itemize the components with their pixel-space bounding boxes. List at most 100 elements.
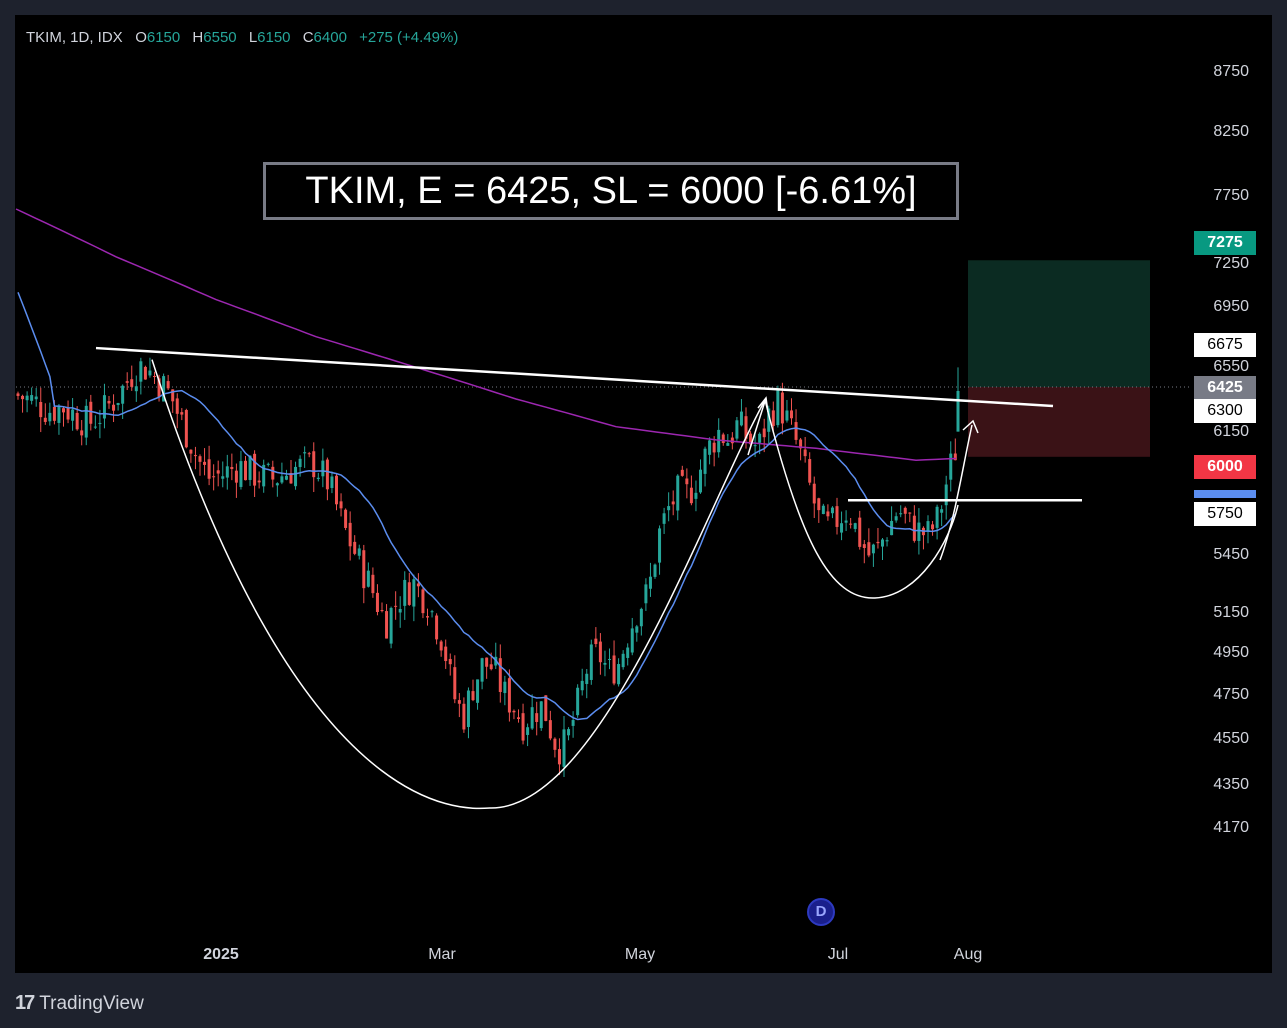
y-tick-label: 4350 (1213, 775, 1249, 793)
candle-body (307, 453, 311, 455)
candle-body (771, 410, 775, 426)
candle-body (66, 407, 70, 420)
tradingview-branding[interactable]: 17 TradingView (15, 992, 144, 1015)
candle-body (84, 405, 88, 438)
candle-body (530, 707, 534, 729)
candle-body (335, 475, 338, 505)
candle-body (840, 523, 844, 533)
candle-body (16, 393, 20, 396)
candle-body (239, 461, 243, 487)
candle-body (344, 509, 348, 528)
low-label: L (248, 29, 258, 46)
candle-body (139, 361, 143, 382)
candle-body (303, 452, 307, 454)
symbol-label[interactable]: TKIM, 1D, IDX (26, 29, 123, 46)
candle-body (758, 433, 762, 443)
candle-body (234, 470, 238, 483)
candle-body (125, 381, 129, 383)
candle-body (184, 410, 188, 448)
target-zone[interactable] (968, 260, 1150, 387)
candle-body (726, 443, 730, 446)
candle-body (817, 498, 821, 511)
cup-curve[interactable] (151, 359, 766, 810)
trade-annotation-box[interactable]: TKIM, E = 6425, SL = 6000 [-6.61%] (263, 162, 959, 220)
candle-body (166, 381, 170, 389)
candle-body (280, 476, 284, 483)
candle-body (598, 641, 602, 663)
candle-body (366, 570, 370, 587)
cup-arrow-shaft[interactable] (747, 397, 767, 456)
candle-body (717, 429, 721, 453)
candle-body (685, 478, 689, 485)
candle-body (389, 607, 393, 644)
candle-body (658, 528, 662, 563)
resistance-price-tag: 6675 (1194, 333, 1256, 357)
candle-body (148, 370, 152, 376)
candle-body (621, 653, 625, 668)
candle-body (694, 492, 698, 499)
candle-body (580, 680, 584, 691)
candle-body (312, 451, 316, 478)
candle-body (225, 466, 229, 478)
candle-body (885, 540, 889, 542)
candle-body (821, 505, 825, 515)
y-tick-label: 6550 (1213, 358, 1249, 376)
candle-body (330, 476, 334, 488)
candle-body (576, 687, 580, 716)
candle-body (612, 655, 616, 684)
candle-body (244, 460, 247, 481)
stop-loss-zone[interactable] (968, 387, 1150, 457)
candle-body (507, 678, 511, 713)
candle-body (485, 657, 489, 667)
candle-body (71, 409, 75, 421)
candle-body (435, 615, 439, 640)
candle-body (462, 703, 466, 730)
candle-body (680, 469, 684, 476)
candle-body (667, 506, 671, 511)
candle-body (198, 456, 202, 462)
breakout-arrow-head[interactable] (962, 419, 979, 434)
dividend-event-icon[interactable]: D (807, 898, 835, 926)
candle-body (776, 390, 780, 426)
candle-body (917, 522, 921, 541)
candle-body (121, 385, 125, 404)
x-tick-label: Jul (827, 946, 849, 963)
last-price-tag: 6300 (1194, 399, 1256, 423)
candle-body (98, 422, 102, 424)
y-tick-label: 8250 (1213, 122, 1249, 140)
candle-body (953, 453, 957, 461)
y-tick-label: 4170 (1213, 818, 1249, 836)
candle-body (466, 690, 470, 728)
resistance-trendline[interactable] (95, 346, 1054, 408)
last-candle-body (956, 390, 960, 432)
candle-body (385, 611, 389, 639)
y-tick-label: 6950 (1213, 297, 1249, 315)
candle-body (585, 673, 589, 684)
candle-body (594, 638, 598, 645)
candle-body (644, 584, 648, 604)
candle-body (899, 513, 903, 515)
handle-curve[interactable] (764, 399, 959, 599)
candle-body (43, 417, 47, 422)
candle-body (553, 738, 557, 750)
candle-body (762, 428, 766, 438)
candle-body (21, 395, 25, 400)
candle-body (617, 664, 621, 685)
candle-body (699, 469, 702, 493)
candle-body (75, 412, 79, 430)
chart-area[interactable] (15, 15, 1272, 973)
cup-arrow-head[interactable] (757, 396, 769, 413)
candle-body (653, 564, 657, 577)
candle-body (589, 644, 593, 680)
candle-body (862, 544, 866, 549)
candle-body (253, 453, 257, 486)
candle-body (803, 449, 807, 457)
candle-body (48, 412, 52, 422)
candle-body (453, 667, 457, 700)
candle-body (421, 589, 425, 614)
y-tick-label: 5150 (1213, 603, 1249, 621)
candle-body (398, 608, 402, 613)
breakout-arrow-shaft[interactable] (939, 424, 973, 561)
candle-body (830, 507, 834, 514)
